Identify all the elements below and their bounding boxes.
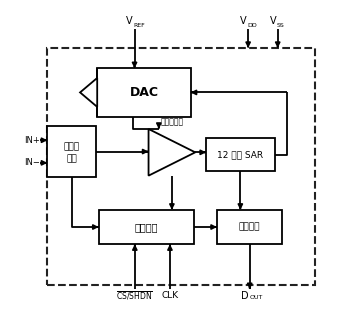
Text: 轉變登錄: 轉變登錄 [239, 223, 260, 231]
Text: OUT: OUT [250, 295, 263, 300]
Text: 樣品與: 樣品與 [63, 142, 79, 151]
Text: D: D [241, 291, 249, 301]
Text: V: V [270, 16, 276, 26]
Text: 控制邏輯: 控制邏輯 [134, 222, 158, 232]
Text: DD: DD [247, 23, 257, 28]
Text: IN−: IN− [24, 158, 40, 167]
Text: DAC: DAC [130, 86, 159, 99]
Text: IN+: IN+ [24, 136, 40, 145]
Text: REF: REF [134, 23, 145, 28]
Text: 保留: 保留 [66, 155, 77, 164]
Bar [47, 48, 315, 284]
Bar [47, 126, 96, 177]
Bar [99, 210, 194, 244]
Bar [97, 68, 190, 116]
Bar [217, 210, 282, 244]
Polygon shape [80, 78, 97, 107]
Text: V: V [126, 16, 133, 26]
Text: V: V [240, 16, 247, 26]
Text: SS: SS [277, 23, 285, 28]
Bar [206, 138, 275, 171]
Text: CLK: CLK [161, 291, 178, 300]
Text: $\overline{\rm CS/SHDN}$: $\overline{\rm CS/SHDN}$ [117, 290, 153, 301]
Polygon shape [148, 129, 195, 176]
Text: 比較測定儀: 比較測定儀 [160, 117, 183, 126]
Text: 12 位元 SAR: 12 位元 SAR [217, 150, 264, 159]
